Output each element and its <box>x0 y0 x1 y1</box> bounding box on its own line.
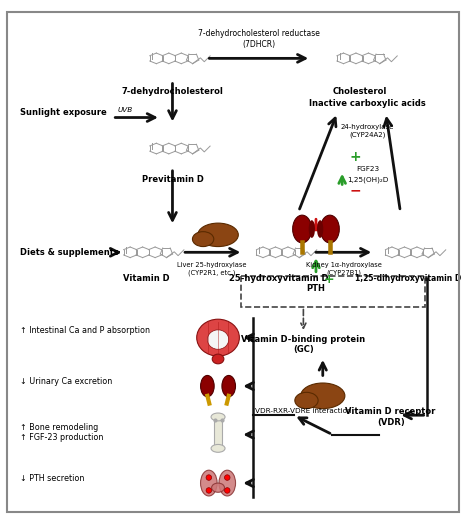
Bar <box>214 417 222 449</box>
Ellipse shape <box>201 470 217 496</box>
Ellipse shape <box>212 354 224 364</box>
Ellipse shape <box>309 220 315 238</box>
Text: 25-hydroxyvitamin D: 25-hydroxyvitamin D <box>229 274 329 282</box>
Text: Previtamin D: Previtamin D <box>142 174 203 184</box>
Ellipse shape <box>219 470 236 496</box>
Text: Inactive carboxylic acids: Inactive carboxylic acids <box>309 99 426 108</box>
Text: FGF23: FGF23 <box>356 166 379 172</box>
Text: +: + <box>323 273 334 286</box>
Ellipse shape <box>192 232 214 247</box>
Text: Vitamin D: Vitamin D <box>123 274 170 282</box>
Ellipse shape <box>201 376 214 397</box>
Text: 1,25-dihydroxyvitamin D: 1,25-dihydroxyvitamin D <box>355 274 461 282</box>
Text: PTH: PTH <box>307 285 326 293</box>
Text: ↓ PTH secretion: ↓ PTH secretion <box>20 474 84 483</box>
Ellipse shape <box>222 376 236 397</box>
Ellipse shape <box>317 220 323 238</box>
Text: UVB: UVB <box>117 107 132 113</box>
Ellipse shape <box>206 475 211 481</box>
Ellipse shape <box>320 215 339 243</box>
Text: Kidney 1α-hydroxylase
(CYP27B1): Kidney 1α-hydroxylase (CYP27B1) <box>306 262 382 276</box>
Text: Vitamin D receptor
(VDR): Vitamin D receptor (VDR) <box>346 408 436 427</box>
Ellipse shape <box>225 475 230 481</box>
Text: VDR-RXR-VDRE interaction: VDR-RXR-VDRE interaction <box>255 408 352 414</box>
Text: Cholesterol: Cholesterol <box>332 88 387 96</box>
Text: −: − <box>350 183 362 197</box>
Ellipse shape <box>211 444 225 452</box>
Text: 7-dehydrocholesterol reductase
(7DHCR): 7-dehydrocholesterol reductase (7DHCR) <box>198 29 319 49</box>
Text: ↓ Urinary Ca excretion: ↓ Urinary Ca excretion <box>20 377 112 386</box>
Text: 24-hydroxylase
(CYP24A2): 24-hydroxylase (CYP24A2) <box>341 124 394 138</box>
Ellipse shape <box>206 488 211 493</box>
Ellipse shape <box>211 483 225 492</box>
Text: Diets & supplements: Diets & supplements <box>20 248 119 257</box>
Ellipse shape <box>301 383 345 409</box>
Ellipse shape <box>295 392 318 409</box>
Text: 1,25(OH)₂D: 1,25(OH)₂D <box>346 177 388 183</box>
Ellipse shape <box>208 330 229 350</box>
Ellipse shape <box>198 223 238 247</box>
Ellipse shape <box>225 488 230 493</box>
Text: Liver 25-hydroxylase
(CYP2R1, etc.): Liver 25-hydroxylase (CYP2R1, etc.) <box>177 262 247 276</box>
Ellipse shape <box>292 215 311 243</box>
Text: Vitamin D-binding protein
(GC): Vitamin D-binding protein (GC) <box>241 335 365 354</box>
Text: Sunlight exposure: Sunlight exposure <box>20 108 107 117</box>
Text: 7-dehydrocholesterol: 7-dehydrocholesterol <box>121 88 223 96</box>
Ellipse shape <box>211 413 225 421</box>
Ellipse shape <box>197 319 239 356</box>
Text: ↑ FGF-23 production: ↑ FGF-23 production <box>20 433 104 442</box>
Text: +: + <box>350 150 362 165</box>
Text: ↑ Intestinal Ca and P absorption: ↑ Intestinal Ca and P absorption <box>20 326 150 335</box>
Text: ↑ Bone remodeling: ↑ Bone remodeling <box>20 423 99 432</box>
